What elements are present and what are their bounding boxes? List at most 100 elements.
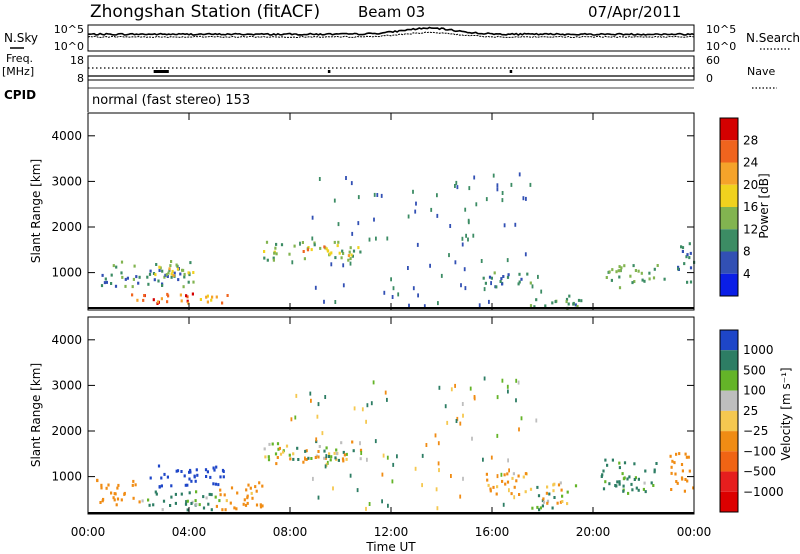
heatmap-cell	[492, 173, 495, 178]
heatmap-cell	[317, 455, 320, 459]
heatmap-cell	[513, 495, 516, 500]
heatmap-cell	[335, 452, 338, 456]
heatmap-cell	[673, 461, 676, 465]
heatmap-cell	[539, 506, 542, 510]
heatmap-cell	[359, 448, 363, 452]
heatmap-cell	[175, 469, 178, 473]
heatmap-cell	[181, 268, 184, 272]
heatmap-cell	[131, 285, 134, 289]
heatmap-cell	[236, 491, 239, 495]
heatmap-cell	[619, 269, 622, 273]
colorbar-swatch	[720, 118, 738, 141]
heatmap-cell	[185, 294, 188, 298]
heatmap-cell	[146, 275, 149, 279]
heatmap-cell	[508, 488, 510, 493]
heatmap-cell	[183, 474, 186, 478]
heatmap-cell	[342, 263, 345, 268]
heatmap-cell	[187, 301, 190, 305]
heatmap-cell	[568, 294, 571, 298]
heatmap-cell	[436, 506, 439, 511]
heatmap-cell	[546, 485, 549, 489]
heatmap-cell	[214, 495, 217, 499]
heatmap-cell	[572, 301, 575, 305]
heatmap-cell	[235, 507, 238, 511]
heatmap-cell	[473, 175, 476, 180]
heatmap-cell	[536, 485, 539, 489]
nsky-tick-top: 10^5	[54, 23, 84, 36]
date-label: 07/Apr/2011	[588, 3, 681, 21]
heatmap-cell	[653, 267, 656, 271]
heatmap-cell	[366, 403, 369, 408]
heatmap-cell	[167, 271, 170, 275]
freq-dip	[153, 70, 169, 73]
heatmap-cell	[105, 486, 108, 490]
heatmap-cell	[113, 498, 116, 502]
heatmap-cell	[685, 255, 688, 259]
heatmap-cell	[486, 478, 489, 482]
heatmap-cell	[243, 498, 246, 502]
heatmap-cell	[153, 278, 156, 282]
heatmap-cell	[365, 419, 367, 424]
heatmap-cell	[134, 483, 137, 487]
heatmap-cell	[342, 252, 345, 255]
heatmap-cell	[437, 301, 439, 306]
heatmap-cell	[189, 261, 192, 265]
heatmap-cell	[335, 448, 338, 452]
heatmap-cell	[315, 437, 318, 442]
heatmap-cell	[316, 414, 319, 419]
heatmap-cell	[114, 492, 117, 496]
nave-label: Nave	[747, 65, 775, 78]
heatmap-cell	[323, 299, 325, 304]
heatmap-cell	[138, 500, 141, 504]
heatmap-cell	[488, 299, 490, 304]
heatmap-cell	[615, 484, 618, 488]
heatmap-cell	[326, 460, 329, 465]
heatmap-cell	[618, 286, 622, 290]
colorbar-tick-label: −100	[743, 444, 776, 458]
power-colorbar-label: Power [dB]	[757, 173, 771, 238]
heatmap-cell	[249, 486, 252, 490]
heatmap-cell	[492, 485, 495, 489]
heatmap-cell	[556, 501, 559, 505]
heatmap-cell	[675, 480, 678, 483]
heatmap-cell	[292, 452, 295, 456]
heatmap-cell	[343, 453, 346, 457]
heatmap-cell	[633, 280, 636, 283]
heatmap-cell	[500, 277, 503, 281]
heatmap-cell	[643, 279, 646, 283]
colorbar-swatch	[720, 207, 738, 230]
heatmap-cell	[559, 481, 562, 485]
heatmap-cell	[246, 501, 249, 505]
heatmap-cell	[462, 476, 464, 481]
colorbar-tick-label: 8	[743, 245, 751, 259]
heatmap-cell	[325, 446, 328, 450]
heatmap-cell	[454, 260, 457, 265]
heatmap-cell	[515, 479, 518, 483]
heatmap-cell	[423, 304, 426, 309]
heatmap-cell	[310, 248, 313, 252]
heatmap-cell	[437, 461, 440, 466]
heatmap-cell	[503, 473, 506, 477]
heatmap-cell	[525, 196, 527, 201]
heatmap-cell	[678, 452, 681, 456]
heatmap-cell	[290, 417, 293, 422]
colorbar-swatch	[720, 390, 738, 411]
heatmap-cell	[681, 250, 684, 253]
heatmap-cell	[297, 458, 300, 461]
heatmap-cell	[160, 476, 163, 480]
heatmap-cell	[551, 506, 554, 510]
heatmap-cell	[155, 263, 158, 266]
x-tick-label: 00:00	[71, 525, 106, 539]
heatmap-cell	[103, 281, 106, 285]
heatmap-cell	[188, 491, 191, 495]
heatmap-cell	[357, 221, 360, 226]
cpid-text: normal (fast stereo) 153	[92, 93, 250, 108]
heatmap-cell	[483, 376, 486, 381]
heatmap-cell	[459, 494, 462, 499]
heatmap-cell	[524, 490, 527, 494]
heatmap-cell	[172, 274, 175, 278]
heatmap-cell	[529, 487, 533, 491]
heatmap-cell	[507, 458, 509, 463]
heatmap-cell	[456, 185, 459, 190]
heatmap-cell	[684, 452, 687, 456]
